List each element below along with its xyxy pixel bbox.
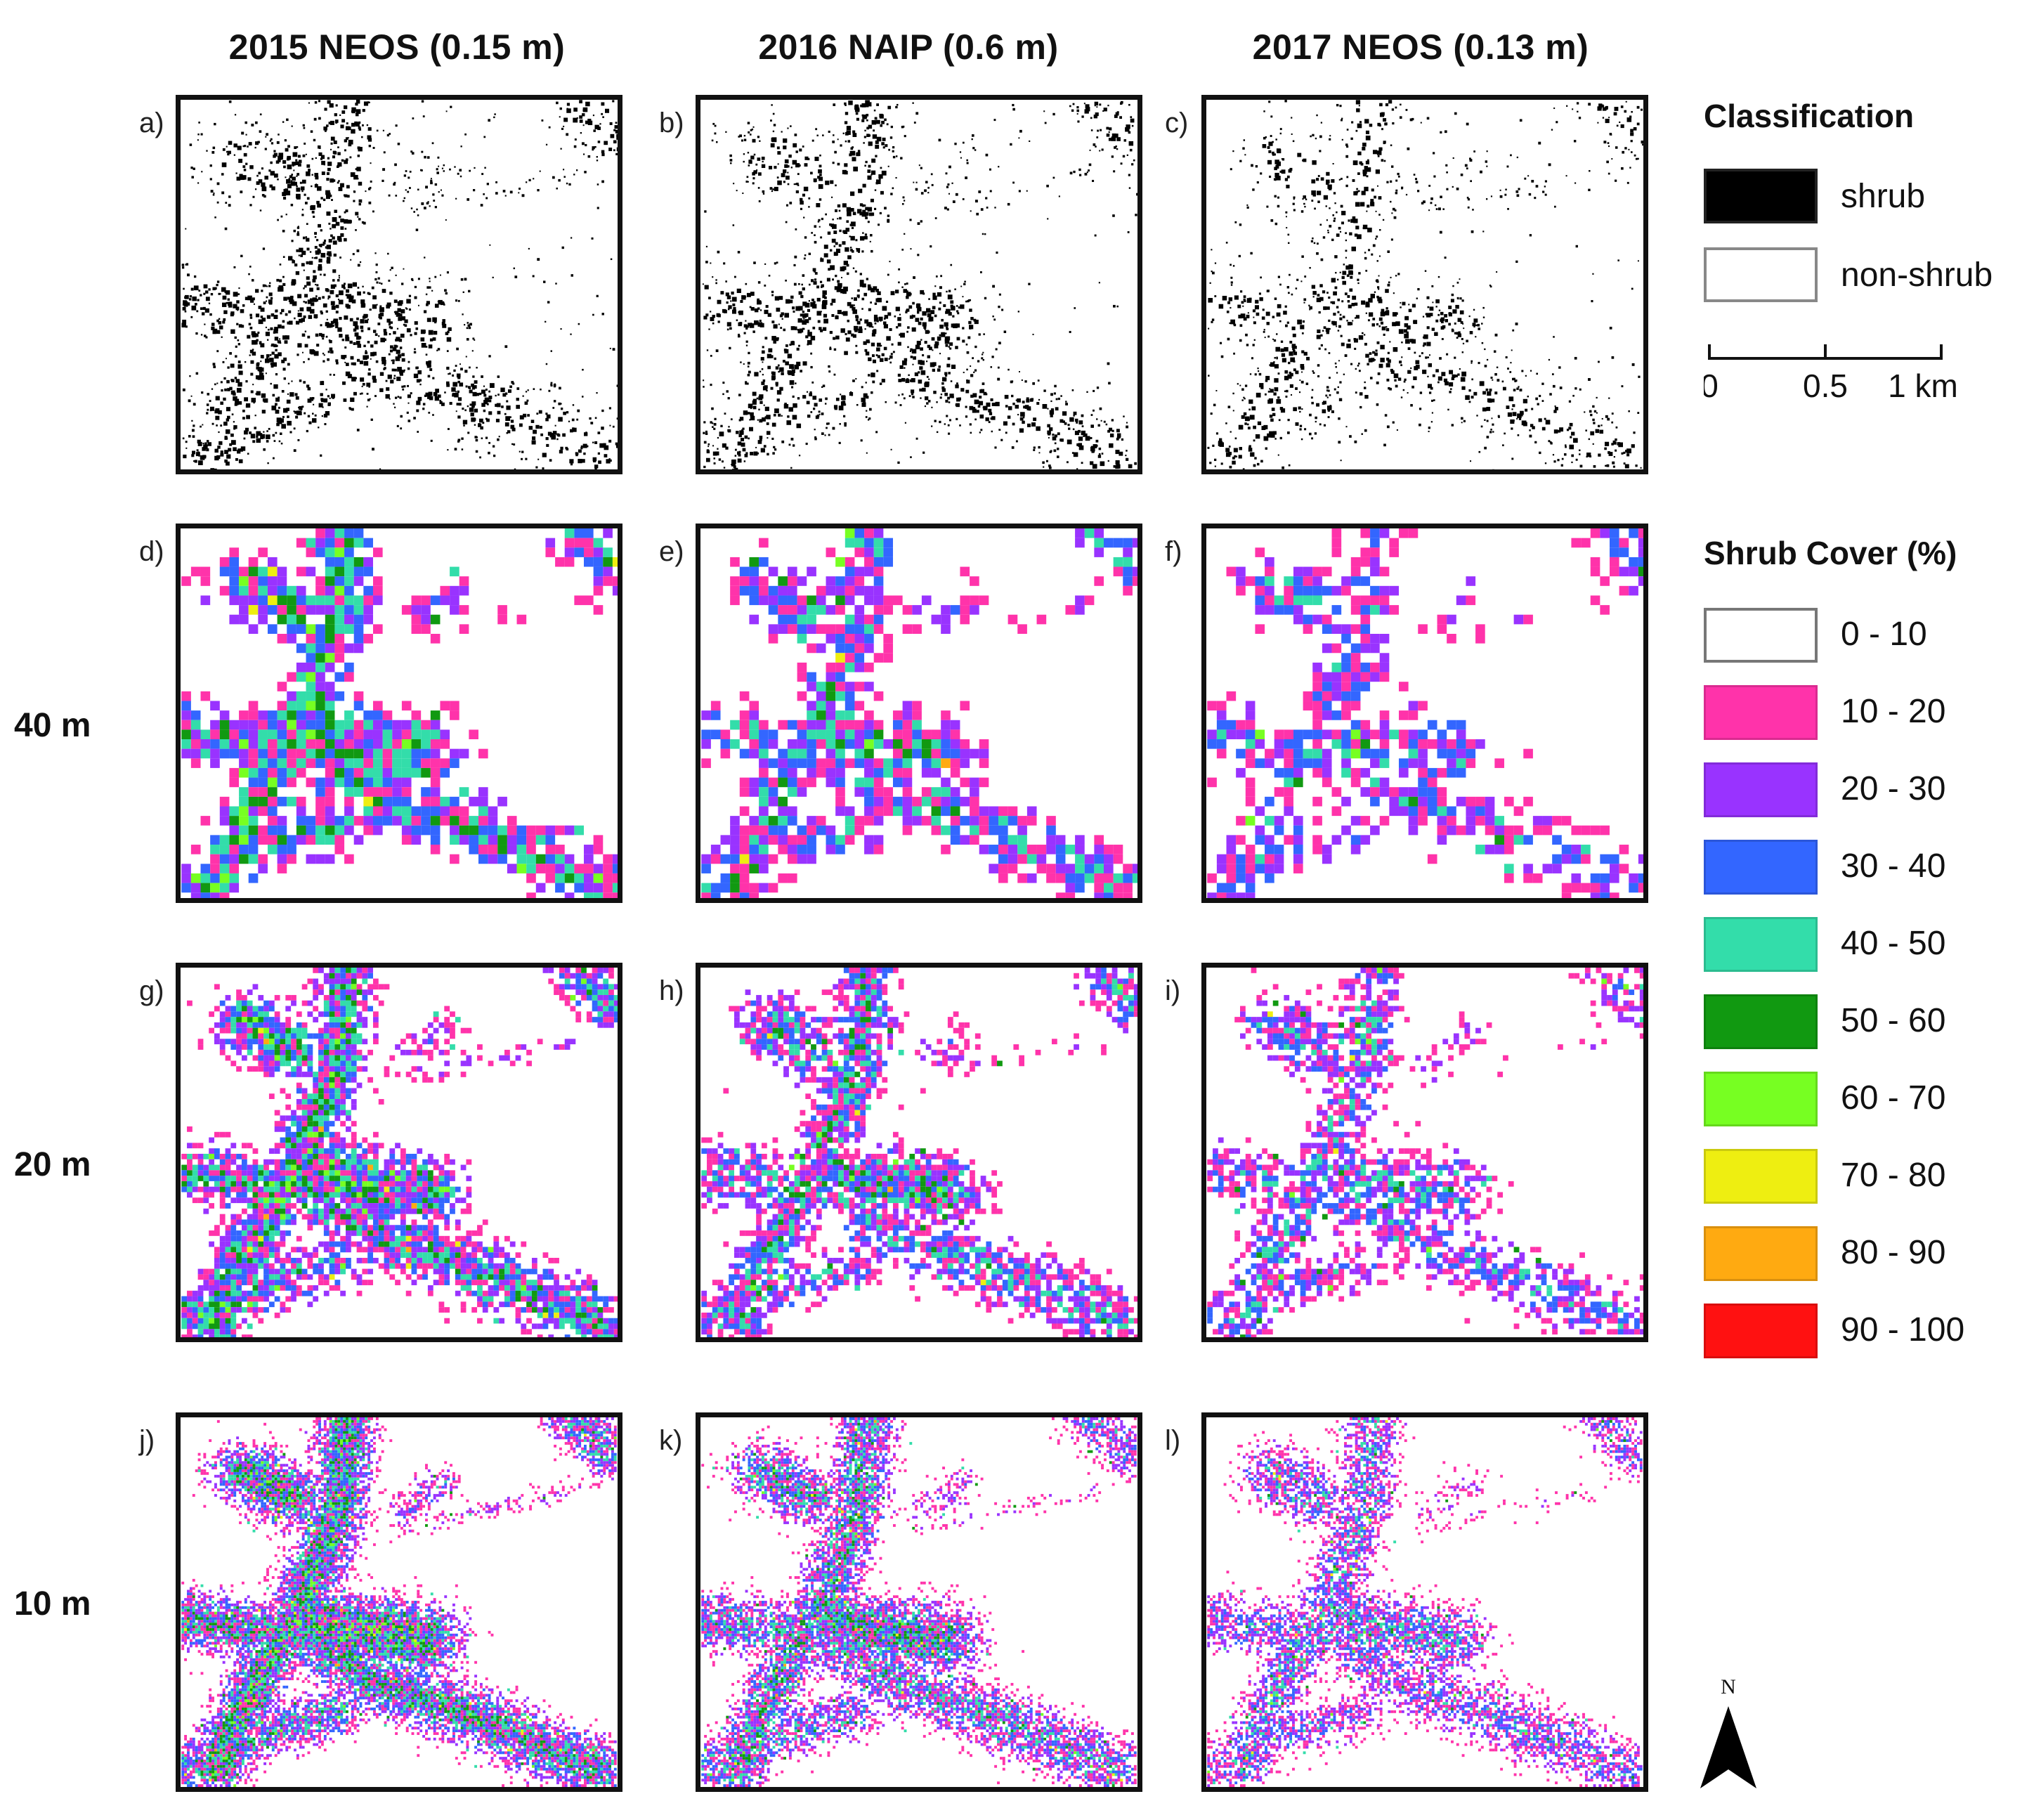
cover-swatch-20-30	[1704, 762, 1818, 817]
cover-label: 0 - 10	[1841, 615, 1927, 654]
cover-label: 30 - 40	[1841, 847, 1945, 885]
cover-swatch-10-20	[1704, 685, 1818, 740]
map-raster-k	[701, 1417, 1137, 1787]
column-title-2017: 2017 NEOS (0.13 m)	[1196, 27, 1645, 67]
classification-legend-title: Classification	[1704, 97, 1914, 135]
shrub-cover-legend-title: Shrub Cover (%)	[1704, 534, 1957, 572]
cover-swatch-70-80	[1704, 1149, 1818, 1204]
scale-tick-0.5: 0.5	[1803, 368, 1848, 404]
map-raster-c	[1207, 100, 1643, 469]
map-raster-b	[702, 100, 1137, 469]
scale-bar-line	[1708, 344, 1943, 360]
panel-label-a: a)	[139, 108, 164, 139]
cover-swatch-60-70	[1704, 1072, 1818, 1126]
shrub-swatch	[1704, 169, 1818, 223]
cover-swatch-80-90	[1704, 1226, 1818, 1281]
scale-tick-1km: 1 km	[1888, 368, 1957, 404]
cover-label: 90 - 100	[1841, 1311, 1964, 1349]
row-label-40m: 40 m	[14, 706, 155, 745]
cover-label: 60 - 70	[1841, 1079, 1945, 1117]
panel-label-f: f)	[1165, 536, 1182, 568]
map-panel-h	[696, 963, 1142, 1342]
map-raster-g	[181, 968, 618, 1337]
column-title-2016: 2016 NAIP (0.6 m)	[684, 27, 1133, 67]
cover-swatch-30-40	[1704, 840, 1818, 895]
map-raster-e	[701, 528, 1137, 898]
cover-swatch-40-50	[1704, 917, 1818, 972]
map-raster-h	[701, 968, 1137, 1337]
non-shrub-swatch	[1704, 247, 1818, 302]
scale-bar: 0 0.5 1 km	[1704, 344, 1957, 404]
row-label-10m: 10 m	[14, 1585, 155, 1623]
north-label: N	[1721, 1675, 1736, 1698]
map-panel-e	[696, 524, 1142, 903]
panel-label-h: h)	[659, 975, 684, 1007]
cover-label: 40 - 50	[1841, 924, 1945, 963]
map-panel-a	[176, 95, 622, 474]
north-arrow-shape	[1700, 1706, 1756, 1788]
panel-label-g: g)	[139, 975, 164, 1007]
map-panel-l	[1201, 1412, 1648, 1792]
cover-label: 20 - 30	[1841, 769, 1945, 808]
map-panel-i	[1201, 963, 1648, 1342]
map-panel-f	[1201, 524, 1648, 903]
map-raster-j	[181, 1417, 617, 1787]
row-label-20m: 20 m	[14, 1145, 155, 1184]
cover-swatch-90-100	[1704, 1304, 1818, 1358]
map-raster-a	[181, 100, 618, 469]
panel-label-c: c)	[1165, 108, 1188, 139]
north-arrow-icon: N	[1700, 1675, 1756, 1788]
column-title-2015: 2015 NEOS (0.15 m)	[172, 27, 622, 67]
map-raster-l	[1207, 1417, 1643, 1787]
map-raster-i	[1207, 968, 1643, 1337]
panel-label-e: e)	[659, 536, 684, 568]
panel-label-d: d)	[139, 536, 164, 568]
map-panel-d	[176, 524, 622, 903]
map-panel-k	[696, 1412, 1142, 1792]
map-raster-f	[1207, 528, 1643, 898]
cover-label: 80 - 90	[1841, 1233, 1945, 1272]
cover-label: 70 - 80	[1841, 1156, 1945, 1195]
panel-label-j: j)	[139, 1425, 155, 1457]
panel-label-l: l)	[1165, 1425, 1180, 1457]
map-panel-b	[696, 95, 1142, 474]
map-panel-g	[176, 963, 622, 1342]
cover-swatch-0-10	[1704, 608, 1818, 663]
scale-tick-0: 0	[1704, 368, 1719, 404]
panel-label-i: i)	[1165, 975, 1180, 1007]
non-shrub-label: non-shrub	[1841, 256, 1993, 294]
panel-label-b: b)	[659, 108, 684, 139]
map-panel-j	[176, 1412, 622, 1792]
map-raster-d	[181, 528, 618, 898]
cover-swatch-50-60	[1704, 994, 1818, 1049]
cover-label: 10 - 20	[1841, 692, 1945, 731]
shrub-label: shrub	[1841, 177, 1925, 216]
cover-label: 50 - 60	[1841, 1001, 1945, 1040]
panel-label-k: k)	[659, 1425, 682, 1457]
map-panel-c	[1201, 95, 1648, 474]
